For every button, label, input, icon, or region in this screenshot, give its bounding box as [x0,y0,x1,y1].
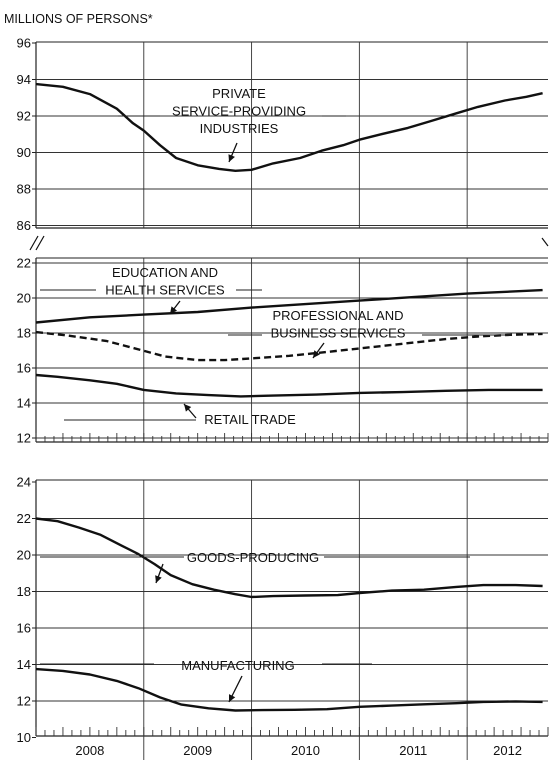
y-tick-label: 22 [17,511,31,526]
y-tick-label: 14 [17,396,31,411]
y-tick-label: 18 [17,584,31,599]
label-arrowhead [170,306,178,314]
series-line [35,288,543,324]
y-tick-label: 20 [17,548,31,563]
series-label: HEALTH SERVICES [105,283,225,298]
series-line [35,517,543,599]
series-label: SERVICE-PROVIDING [172,104,306,119]
label-arrowhead [229,694,236,702]
axis-break-mark [29,235,39,251]
axis-break-mark [35,235,45,251]
series-label: PRIVATE [212,86,266,101]
series-line [35,667,543,712]
series-line [35,82,543,172]
label-arrowhead [313,350,320,358]
y-tick-label: 94 [17,72,31,87]
y-tick-label: 22 [17,256,31,271]
x-tick-label: 2010 [291,743,320,758]
series-line [35,373,543,398]
y-tick-label: 90 [17,145,31,160]
unit-label: MILLIONS OF PERSONS* [4,12,153,26]
x-tick-label: 2012 [493,743,522,758]
y-tick-label: 96 [17,36,31,51]
chart-marks: 86 88 90 92 94 96 PRIVATE SERVICE-PROVIDING INDU… [17,36,549,760]
series-label: PROFESSIONAL AND [273,308,404,323]
series-label: GOODS-PRODUCING [187,550,319,565]
series-label: MANUFACTURING [181,658,294,673]
y-tick-label: 20 [17,291,31,306]
y-tick-label: 14 [17,657,31,672]
panel-top: 86 88 90 92 94 96 PRIVATE SERVICE-PROVIDING INDU… [17,36,548,233]
x-tick-label: 2008 [75,743,104,758]
axis-break [29,235,549,251]
y-tick-label: 16 [17,361,31,376]
series-label: RETAIL TRADE [204,412,296,427]
label-arrowhead [228,154,235,162]
y-tick-label: 92 [17,109,31,124]
y-tick-label: 16 [17,621,31,636]
y-tick-label: 12 [17,431,31,446]
y-tick-label: 86 [17,218,31,233]
axis-break-mark [541,237,549,247]
series-label: BUSINESS SERVICES [271,326,406,341]
y-tick-label: 12 [17,694,31,709]
series-label: EDUCATION AND [112,265,218,280]
y-tick-label: 88 [17,182,31,197]
series-line [35,330,543,362]
y-tick-label: 18 [17,326,31,341]
x-tick-label: 2011 [399,743,427,758]
series-label: INDUSTRIES [200,121,279,136]
y-tick-label: 10 [17,730,31,745]
y-tick-label: 24 [17,475,31,490]
x-tick-label: 2009 [183,743,212,758]
panel-bottom: 10 12 14 16 18 20 22 24 GOODS-PRODUCING MANUFACTU… [17,475,549,745]
label-arrowhead [155,575,162,583]
label-arrowhead [184,404,192,412]
panel-middle: 12 14 16 18 20 22 EDUCATION AND HEALTH SERVICES… [17,256,549,446]
